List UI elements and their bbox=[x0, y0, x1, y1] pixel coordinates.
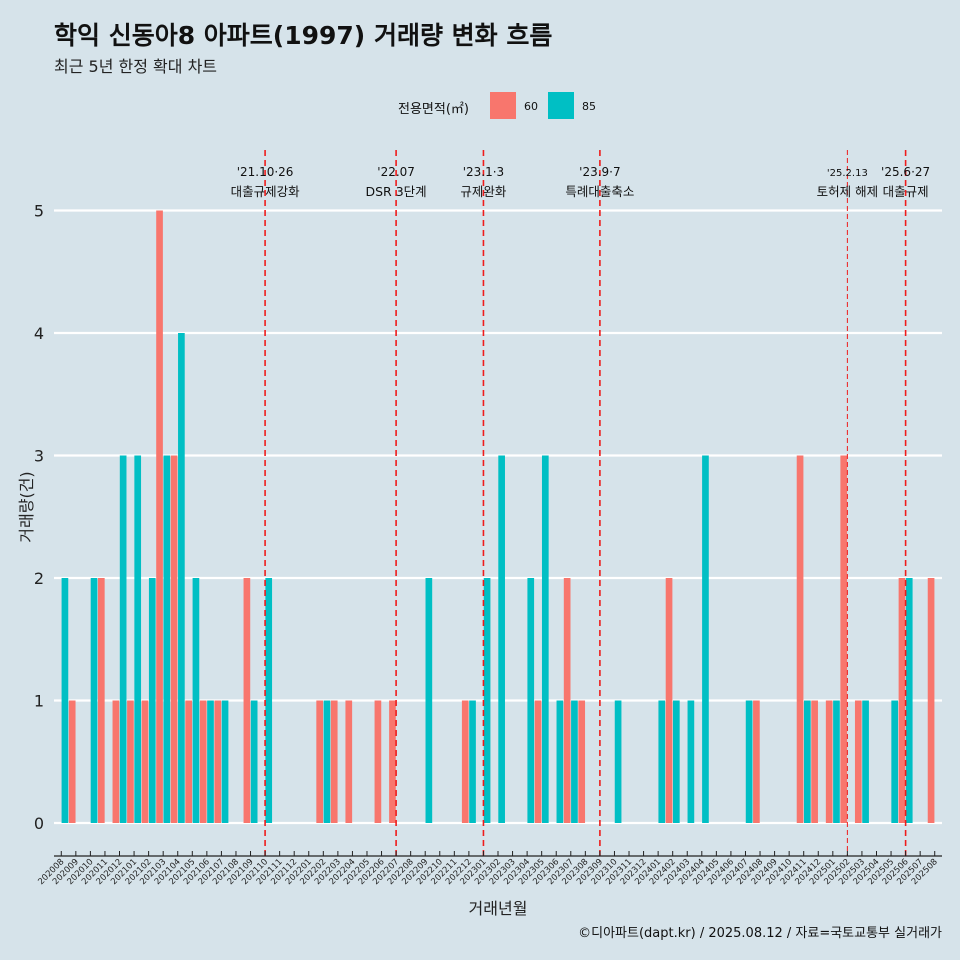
legend-title: 전용면적(㎡) bbox=[398, 102, 469, 117]
bar-85-202305 bbox=[541, 455, 549, 823]
bar-85-202301 bbox=[483, 578, 491, 823]
bar-60-202408 bbox=[753, 700, 760, 823]
legend-label-60: 60 bbox=[524, 100, 538, 113]
y-axis-label: 거래량(건) bbox=[17, 471, 36, 542]
event-label: DSR 3단계 bbox=[366, 184, 427, 199]
bar-60-202506 bbox=[898, 578, 906, 823]
bar-60-202508 bbox=[927, 578, 935, 823]
y-tick-label: 0 bbox=[34, 814, 44, 833]
bar-60-202412 bbox=[811, 700, 818, 823]
bar-85-202503 bbox=[862, 700, 869, 823]
bar-60-202305 bbox=[534, 700, 542, 823]
bar-85-202403 bbox=[687, 700, 695, 823]
y-tick-label: 2 bbox=[34, 569, 44, 588]
bar-85-202501 bbox=[833, 700, 840, 823]
bar-85-202104 bbox=[178, 333, 185, 823]
bar-85-202404 bbox=[702, 455, 709, 823]
x-axis-label: 거래년월 bbox=[469, 899, 528, 918]
event-date: '25.2.13 bbox=[827, 168, 868, 179]
bar-85-202506 bbox=[905, 578, 913, 823]
bar-60-202501 bbox=[825, 700, 833, 823]
bar-60-202102 bbox=[141, 700, 149, 823]
bar-85-202101 bbox=[134, 455, 142, 823]
event-label: 특례대출축소 bbox=[565, 184, 634, 199]
bar-85-202109 bbox=[250, 700, 258, 823]
bar-85-202103 bbox=[163, 455, 171, 823]
bar-60-202202 bbox=[316, 700, 324, 823]
y-axis: 0 1 2 3 4 5 bbox=[34, 202, 44, 834]
gridlines bbox=[54, 209, 942, 825]
bar-85-202212 bbox=[469, 700, 476, 823]
bar-85-202102 bbox=[148, 578, 156, 823]
bar-60-202503 bbox=[854, 700, 862, 823]
bar-85-202105 bbox=[192, 578, 200, 823]
bar-85-202407 bbox=[745, 700, 753, 823]
bar-85-202307 bbox=[571, 700, 578, 823]
bar-60-202107 bbox=[214, 700, 222, 823]
y-tick-label: 4 bbox=[34, 324, 44, 343]
chart-subtitle: 최근 5년 한정 확대 차트 bbox=[54, 57, 218, 76]
bar-85-202411 bbox=[804, 700, 811, 823]
y-tick-label: 3 bbox=[34, 447, 44, 466]
legend-key-60 bbox=[490, 92, 516, 119]
bar-60-202009 bbox=[68, 700, 76, 823]
x-axis: 2020082020092020102020112020122021012021… bbox=[36, 851, 942, 887]
event-date: '21.10·26 bbox=[237, 165, 294, 179]
bar-60-202411 bbox=[796, 455, 804, 823]
bars bbox=[61, 210, 935, 823]
bar-60-202103 bbox=[156, 210, 163, 823]
bar-85-202202 bbox=[323, 700, 331, 823]
bar-85-202209 bbox=[425, 578, 433, 823]
event-date: '25.6·27 bbox=[881, 165, 930, 179]
bar-85-202310 bbox=[614, 700, 622, 823]
bar-60-202212 bbox=[461, 700, 469, 823]
bar-85-202402 bbox=[672, 700, 680, 823]
bar-60-202203 bbox=[330, 700, 338, 823]
y-tick-label: 5 bbox=[34, 202, 44, 221]
event-label: 대출규제강화 bbox=[231, 184, 301, 199]
bar-85-202008 bbox=[61, 578, 69, 823]
bar-85-202010 bbox=[90, 578, 98, 823]
bar-85-202302 bbox=[498, 455, 505, 823]
legend: 전용면적(㎡) 60 85 bbox=[0, 92, 960, 122]
bar-60-202012 bbox=[112, 700, 120, 823]
bar-85-202110 bbox=[265, 578, 273, 823]
bar-60-202105 bbox=[185, 700, 192, 823]
event-label: 토허제 해제 bbox=[817, 184, 878, 199]
event-label: 규제완화 bbox=[460, 184, 507, 199]
bar-60-202109 bbox=[243, 578, 251, 823]
bar-85-202505 bbox=[891, 700, 899, 823]
y-tick-label: 1 bbox=[34, 692, 44, 711]
bar-60-202207 bbox=[389, 700, 396, 823]
bar-60-202308 bbox=[578, 700, 586, 823]
bar-85-202107 bbox=[221, 700, 229, 823]
chart-title: 학익 신동아8 아파트(1997) 거래량 변화 흐름 bbox=[54, 21, 553, 50]
bar-60-202307 bbox=[563, 578, 571, 823]
bar-60-202206 bbox=[374, 700, 382, 823]
event-date: '22.07 bbox=[377, 165, 415, 179]
bar-85-202012 bbox=[119, 455, 127, 823]
legend-key-85 bbox=[548, 92, 574, 119]
bar-85-202106 bbox=[207, 700, 214, 823]
source-caption: ©디아파트(dapt.kr) / 2025.08.12 / 자료=국토교통부 실… bbox=[578, 926, 942, 941]
bar-60-202104 bbox=[170, 455, 178, 823]
bar-85-202304 bbox=[527, 578, 535, 823]
bar-60-202204 bbox=[345, 700, 353, 823]
bar-85-202401 bbox=[658, 700, 666, 823]
event-date: '23.9·7 bbox=[579, 165, 620, 179]
event-label: 대출규제 bbox=[883, 184, 929, 199]
event-date: '23.1·3 bbox=[463, 165, 504, 179]
bar-60-202106 bbox=[199, 700, 207, 823]
legend-label-85: 85 bbox=[582, 100, 596, 113]
bar-60-202402 bbox=[665, 578, 673, 823]
bar-60-202502 bbox=[840, 455, 848, 823]
bar-85-202306 bbox=[556, 700, 564, 823]
annotations: '21.10·26 대출규제강화 '22.07 DSR 3단계 '23.1·3 규제완화 '… bbox=[231, 150, 930, 856]
bar-60-202101 bbox=[127, 700, 134, 823]
bar-60-202011 bbox=[97, 578, 105, 823]
